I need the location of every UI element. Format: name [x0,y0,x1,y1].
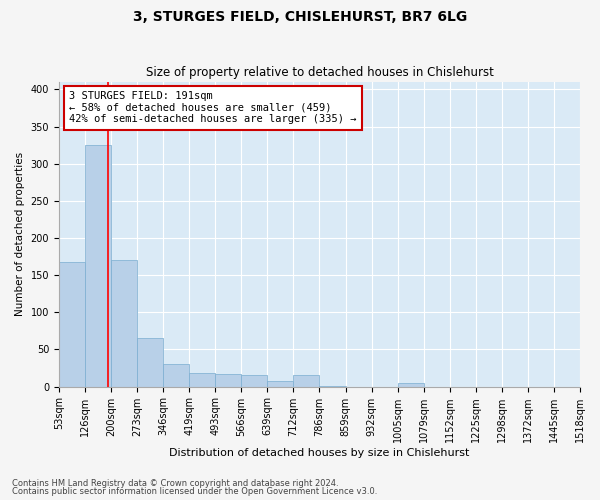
Bar [268,380,293,386]
Text: 3, STURGES FIELD, CHISLEHURST, BR7 6LG: 3, STURGES FIELD, CHISLEHURST, BR7 6LG [133,10,467,24]
X-axis label: Distribution of detached houses by size in Chislehurst: Distribution of detached houses by size … [169,448,470,458]
Bar [398,383,424,386]
Bar [215,374,241,386]
Bar [189,373,215,386]
Bar [137,338,163,386]
Bar [85,145,111,386]
Bar [293,376,319,386]
Bar [111,260,137,386]
Text: 3 STURGES FIELD: 191sqm
← 58% of detached houses are smaller (459)
42% of semi-d: 3 STURGES FIELD: 191sqm ← 58% of detache… [70,91,357,124]
Text: Contains HM Land Registry data © Crown copyright and database right 2024.: Contains HM Land Registry data © Crown c… [12,478,338,488]
Bar [163,364,189,386]
Title: Size of property relative to detached houses in Chislehurst: Size of property relative to detached ho… [146,66,493,80]
Bar [241,376,268,386]
Text: Contains public sector information licensed under the Open Government Licence v3: Contains public sector information licen… [12,487,377,496]
Bar [59,262,85,386]
Y-axis label: Number of detached properties: Number of detached properties [15,152,25,316]
